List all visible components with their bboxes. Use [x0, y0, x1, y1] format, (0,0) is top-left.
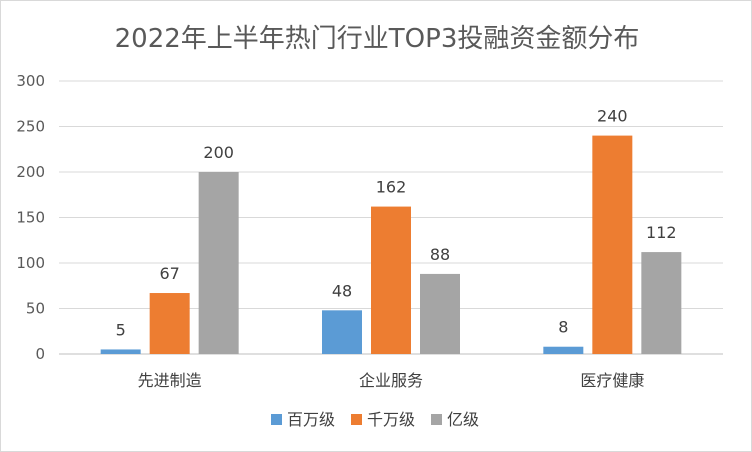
y-axis-ticks: 0 50 100 150 200 250 300 — [16, 72, 45, 363]
x-category-label: 医疗健康 — [580, 371, 644, 390]
legend-label-亿级: 亿级 — [447, 410, 479, 429]
legend-swatch-百万级 — [271, 414, 282, 425]
bar-企业服务-亿级 — [420, 273, 460, 354]
bar-layer — [100, 135, 682, 354]
bar-先进制造-千万级 — [149, 293, 190, 354]
x-category-label: 先进制造 — [138, 371, 202, 390]
data-label: 5 — [116, 320, 126, 339]
y-tick-label: 200 — [16, 163, 45, 181]
data-label: 67 — [159, 264, 179, 283]
y-tick-label: 300 — [16, 72, 45, 90]
data-label: 240 — [597, 107, 628, 126]
bar-医疗健康-千万级 — [592, 135, 633, 354]
legend: 百万级 千万级 亿级 — [271, 410, 479, 429]
bar-先进制造-亿级 — [198, 172, 239, 354]
bar-医疗健康-亿级 — [641, 252, 682, 354]
chart-title: 2022年上半年热门行业TOP3投融资金额分布 — [115, 24, 640, 54]
y-tick-label: 50 — [26, 300, 45, 318]
y-tick-label: 100 — [16, 254, 45, 272]
data-label: 48 — [332, 281, 352, 300]
bar-医疗健康-百万级 — [543, 346, 584, 354]
data-label: 112 — [646, 223, 677, 242]
data-label: 200 — [203, 143, 234, 162]
y-tick-label: 0 — [35, 345, 45, 363]
x-category-label: 企业服务 — [359, 371, 423, 390]
y-tick-label: 250 — [16, 118, 45, 136]
data-label: 88 — [430, 245, 450, 264]
data-label: 162 — [376, 178, 407, 197]
y-tick-label: 150 — [16, 209, 45, 227]
legend-swatch-亿级 — [431, 414, 442, 425]
data-label: 8 — [558, 318, 568, 337]
bar-企业服务-千万级 — [371, 206, 411, 354]
legend-label-千万级: 千万级 — [367, 410, 415, 429]
legend-swatch-千万级 — [351, 414, 362, 425]
bar-企业服务-百万级 — [322, 310, 362, 354]
x-axis-categories: 先进制造 企业服务 医疗健康 — [138, 371, 645, 390]
legend-label-百万级: 百万级 — [287, 410, 335, 429]
bar-先进制造-百万级 — [100, 349, 141, 354]
